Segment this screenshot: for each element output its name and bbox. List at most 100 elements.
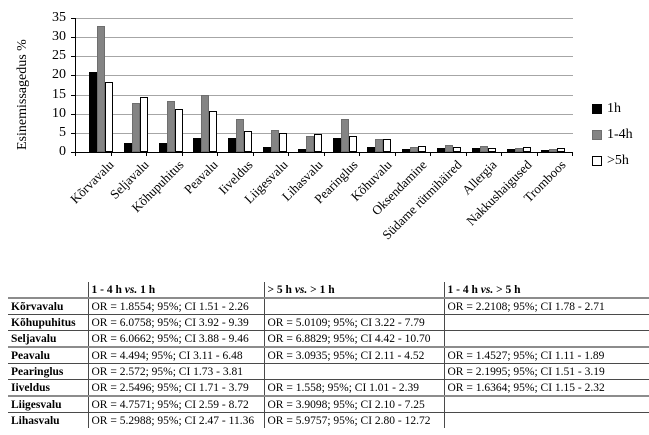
y-tick-label: 0 <box>59 144 66 159</box>
or-cell: OR = 5.0109; 95%; CI 3.22 - 7.79 <box>263 314 445 331</box>
or-cell: OR = 4.494; 95%; CI 3.11 - 6.48 <box>87 346 265 364</box>
x-tick-mark <box>110 153 112 156</box>
legend-label: 1h <box>607 101 621 116</box>
x-tick-mark <box>146 153 147 156</box>
gridline <box>76 56 573 58</box>
bar <box>453 147 461 152</box>
x-tick-mark <box>75 153 76 156</box>
bar <box>158 143 167 152</box>
bar <box>487 148 496 152</box>
bar <box>193 138 202 152</box>
bar <box>506 149 515 152</box>
header-vs: vs. <box>480 283 494 296</box>
x-tick-mark <box>288 153 289 156</box>
row-label: Kõhupuhitus <box>8 314 89 331</box>
bar <box>131 103 140 152</box>
legend-swatch <box>592 130 602 140</box>
row-label: Iiveldus <box>8 379 89 397</box>
or-cell <box>443 314 649 331</box>
gridline <box>76 132 573 134</box>
bar <box>105 82 113 152</box>
bar <box>174 109 183 152</box>
y-tick-label: 35 <box>52 10 66 25</box>
legend-label: 1-4h <box>607 127 633 142</box>
legend-label: >5h <box>607 153 629 168</box>
x-tick-mark <box>181 153 183 156</box>
or-cell: OR = 3.9098; 95%; CI 2.10 - 7.25 <box>263 395 445 413</box>
bar <box>279 133 287 152</box>
or-cell: OR = 5.2988; 95%; CI 2.47 - 11.36 <box>87 412 265 428</box>
bar <box>271 130 279 152</box>
bar <box>514 148 523 152</box>
bar <box>340 119 349 152</box>
x-tick-mark <box>394 153 396 156</box>
x-tick-mark <box>217 153 218 156</box>
row-label: Liigesvalu <box>8 395 89 413</box>
row-label: Peavalu <box>8 346 89 364</box>
y-tick-mark <box>71 113 75 115</box>
header-text: > 5 h <box>493 283 521 296</box>
row-label: Kõrvavalu <box>8 297 89 315</box>
row-label: Pearinglus <box>8 363 89 380</box>
bar <box>263 147 271 152</box>
x-tick-mark <box>501 153 502 156</box>
or-cell <box>263 297 445 315</box>
y-axis-title: Esinemissagedus % <box>15 39 30 150</box>
or-cell: OR = 2.2108; 95%; CI 1.78 - 2.71 <box>443 297 649 315</box>
gridline <box>76 37 573 39</box>
or-cell <box>443 330 649 348</box>
legend-swatch <box>592 156 602 166</box>
legend-swatch <box>592 104 602 114</box>
or-cell: OR = 4.7571; 95%; CI 2.59 - 8.72 <box>87 395 265 413</box>
or-cell: OR = 6.0662; 95%; CI 3.88 - 9.46 <box>87 330 265 348</box>
column-header: > 5 h vs. > 1 h <box>263 282 445 299</box>
bar <box>471 148 480 152</box>
header-text: 1 h <box>137 283 156 296</box>
column-header: 1 - 4 h vs. 1 h <box>87 282 265 299</box>
gridline <box>76 94 573 96</box>
x-tick-mark <box>536 153 538 156</box>
bar <box>313 134 322 152</box>
or-cell: OR = 2.5496; 95%; CI 1.71 - 3.79 <box>87 379 265 397</box>
bar <box>348 136 357 152</box>
x-tick-mark <box>359 153 360 156</box>
legend-item: 1h <box>592 101 633 117</box>
y-tick-mark <box>71 94 75 96</box>
or-cell: OR = 1.558; 95%; CI 1.01 - 2.39 <box>263 379 445 397</box>
table-body: Kõrvavalu OR = 1.8554; 95%; CI 1.51 - 2.2… <box>8 297 649 428</box>
bar <box>332 138 341 152</box>
or-cell: OR = 5.9757; 95%; CI 2.80 - 12.72 <box>263 412 445 428</box>
bar <box>209 111 218 152</box>
y-tick-label: 5 <box>59 124 66 140</box>
x-tick-mark <box>572 153 573 156</box>
x-axis-labels: Kõrvavalu Seljavalu Kõhupuhitus Peavalu Iive… <box>0 157 649 272</box>
or-cell <box>443 395 649 413</box>
row-label: Lihasvalu <box>8 412 89 428</box>
bar <box>557 148 566 152</box>
bar <box>402 149 411 152</box>
x-tick-mark <box>430 153 431 156</box>
bar <box>297 149 306 152</box>
header-vs: vs. <box>294 283 308 296</box>
bar <box>445 145 453 152</box>
header-text: 1 - 4 h <box>91 283 125 296</box>
table-row: Iiveldus OR = 2.5496; 95%; CI 1.71 - 3.79… <box>8 379 649 397</box>
y-tick-mark <box>71 132 75 134</box>
gridline <box>76 18 573 19</box>
gridline <box>76 75 573 77</box>
or-cell: OR = 1.8554; 95%; CI 1.51 - 2.26 <box>87 297 265 315</box>
x-tick-mark <box>465 153 467 156</box>
row-label: Seljavalu <box>8 330 89 348</box>
bar <box>549 149 558 152</box>
bar <box>201 95 210 152</box>
chart-legend: 1h 1-4h >5h <box>592 101 633 179</box>
gridline <box>76 113 573 115</box>
y-tick-mark <box>71 75 75 77</box>
column-header <box>8 282 89 299</box>
y-tick-label: 25 <box>52 48 66 64</box>
bar <box>437 148 445 152</box>
header-vs: vs. <box>124 283 138 296</box>
header-text: 1 - 4 h <box>447 283 481 296</box>
